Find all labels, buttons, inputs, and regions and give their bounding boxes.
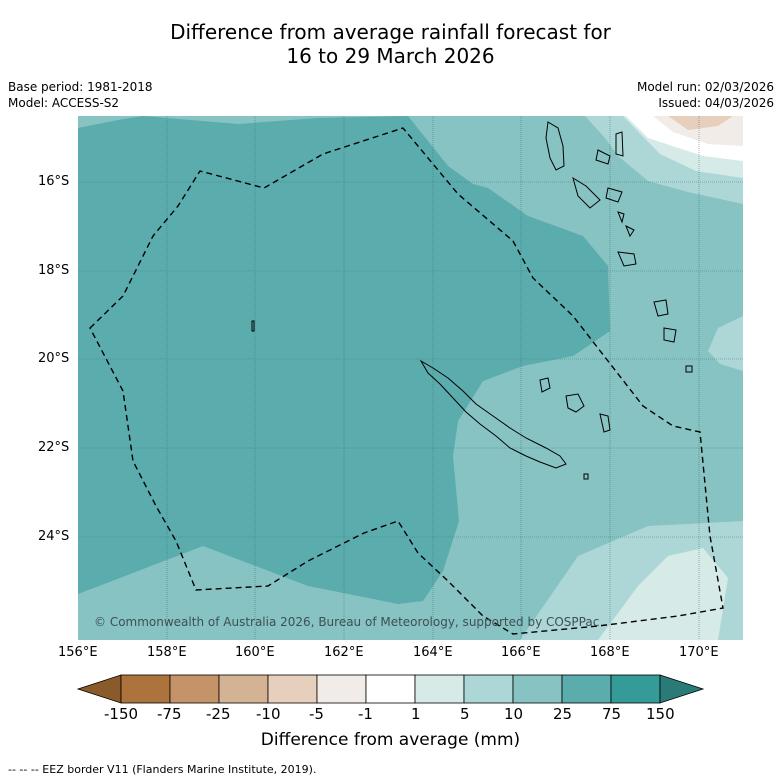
- colorbar-swatch: [267, 674, 318, 704]
- lon-label-158e: 158°E: [147, 645, 187, 660]
- model-run: Model run: 02/03/2026: [636, 80, 774, 94]
- colorbar-tick: 75: [602, 705, 622, 723]
- grid-lines: [78, 116, 743, 640]
- pentecost-island: [615, 131, 624, 157]
- anomaly-zone-1-5-south: [598, 548, 728, 640]
- lat-label-22s: 22°S: [38, 440, 70, 455]
- maewo-island: [595, 149, 611, 165]
- base-period: Base period: 1981-2018: [8, 80, 153, 94]
- colorbar-swatch: [463, 674, 514, 704]
- colorbar-tick: -75: [157, 705, 182, 723]
- colorbar-tick: -5: [309, 705, 324, 723]
- colorbar-tick: 150: [646, 705, 675, 723]
- lat-label-16s: 16°S: [38, 174, 70, 189]
- colorbar-min-extend: [76, 674, 122, 704]
- colorbar-swatch: [218, 674, 269, 704]
- walpole-island: [583, 473, 589, 480]
- colorbar-tick: -150: [104, 705, 139, 723]
- lon-label-164e: 164°E: [413, 645, 453, 660]
- colorbar-swatch: [561, 674, 612, 704]
- map-canvas: © Commonwealth of Australia 2026, Bureau…: [78, 116, 743, 640]
- colorbar: [76, 674, 705, 704]
- lon-label-166e: 166°E: [501, 645, 541, 660]
- lon-label-160e: 160°E: [235, 645, 275, 660]
- colorbar-swatch: [512, 674, 563, 704]
- eez-border: [89, 127, 724, 635]
- eez-footer-note: -- -- -- EEZ border V11 (Flanders Marine…: [8, 763, 317, 776]
- colorbar-swatch: [414, 674, 465, 704]
- lat-label-24s: 24°S: [38, 529, 70, 544]
- model-name: Model: ACCESS-S2: [8, 96, 120, 110]
- colorbar-tick: 25: [553, 705, 573, 723]
- malakula-island: [572, 176, 601, 209]
- new-caledonia-outline: [419, 359, 567, 469]
- chesterfield-reef: [251, 320, 255, 332]
- colorbar-swatch: [169, 674, 220, 704]
- copyright-notice: © Commonwealth of Australia 2026, Bureau…: [94, 615, 599, 629]
- lon-label-170e: 170°E: [679, 645, 719, 660]
- anomaly-zone-5-10-east: [708, 316, 743, 371]
- aneityum-island: [685, 365, 693, 373]
- colorbar-tick: 10: [504, 705, 524, 723]
- shepherd-islands: [625, 224, 635, 238]
- espiritu-santo-island: [545, 121, 565, 171]
- lifou-island: [539, 377, 551, 393]
- colorbar-tick: 5: [460, 705, 470, 723]
- colorbar-max-extend: [659, 674, 705, 704]
- issued-date: Issued: 04/03/2026: [658, 96, 774, 110]
- efate-island: [617, 251, 637, 267]
- colorbar-tick: -25: [206, 705, 231, 723]
- lon-label-156e: 156°E: [58, 645, 98, 660]
- rainfall-map: © Commonwealth of Australia 2026, Bureau…: [78, 116, 743, 640]
- colorbar-swatch: [610, 674, 661, 704]
- colorbar-swatch: [316, 674, 367, 704]
- lon-label-162e: 162°E: [324, 645, 364, 660]
- tiga-island: [599, 413, 611, 433]
- erromango-island: [653, 299, 669, 317]
- colorbar-tick: -10: [256, 705, 281, 723]
- lat-label-20s: 20°S: [38, 351, 70, 366]
- colorbar-swatch: [120, 674, 171, 704]
- colorbar-tick: 1: [411, 705, 421, 723]
- mare-island: [565, 393, 585, 413]
- anomaly-zone-neg-5-10: [668, 116, 733, 130]
- epi-island: [617, 211, 625, 224]
- colorbar-swatch: [365, 674, 416, 704]
- ambrym-island: [605, 187, 623, 203]
- map-title-line1: Difference from average rainfall forecas…: [170, 20, 611, 44]
- lon-label-168e: 168°E: [590, 645, 630, 660]
- colorbar-tick: -1: [358, 705, 373, 723]
- tanna-island: [663, 327, 677, 343]
- lat-label-18s: 18°S: [38, 263, 70, 278]
- map-title-line2: 16 to 29 March 2026: [286, 44, 495, 68]
- colorbar-title: Difference from average (mm): [260, 730, 521, 750]
